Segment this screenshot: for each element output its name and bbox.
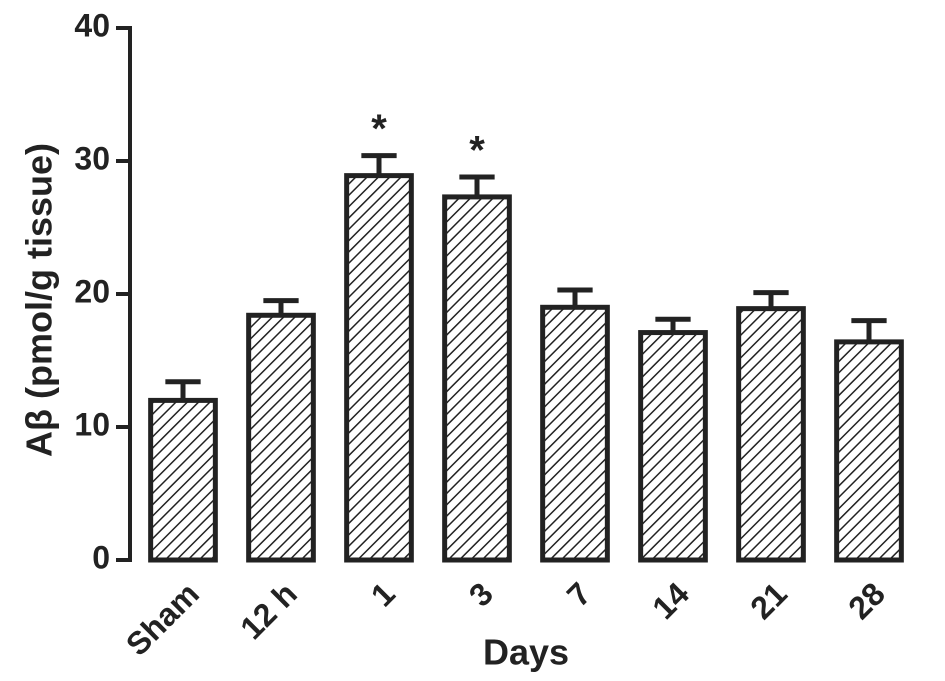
bar	[540, 304, 610, 563]
x-tick-label: 28	[841, 575, 892, 626]
bar	[442, 194, 512, 563]
y-tick-label: 30	[74, 140, 110, 176]
x-tick-label: 7	[560, 575, 598, 613]
y-tick-label: 20	[74, 273, 110, 309]
bar	[638, 330, 708, 563]
bar	[246, 312, 316, 563]
bar	[344, 173, 414, 563]
x-tick-label: 3	[462, 575, 500, 613]
bar	[148, 397, 218, 563]
y-tick-label: 0	[92, 539, 110, 575]
significance-marker: *	[469, 129, 485, 173]
bar	[834, 339, 904, 563]
x-tick-label: 21	[743, 575, 794, 626]
bar	[736, 306, 806, 563]
x-tick-label: Sham	[119, 575, 206, 662]
significance-marker: *	[371, 107, 387, 151]
x-tick-label: 12 h	[233, 575, 304, 646]
x-tick-label: 1	[364, 575, 402, 613]
y-axis-label: Aβ (pmol/g tissue)	[19, 143, 60, 457]
y-tick-label: 40	[74, 7, 110, 43]
x-tick-label: 14	[645, 575, 696, 626]
y-tick-label: 10	[74, 406, 110, 442]
x-axis-label: Days	[483, 632, 569, 673]
